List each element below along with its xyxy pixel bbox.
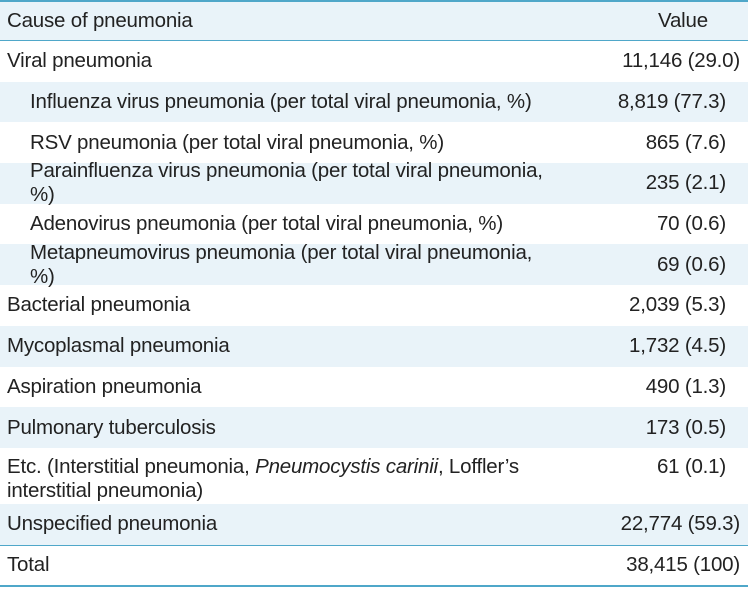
row-cause-line2: interstitial pneumonia)	[7, 478, 203, 502]
row-value: 11,146 (29.0)	[622, 49, 740, 73]
table-row: Influenza virus pneumonia (per total vir…	[0, 81, 748, 123]
table-row: Pulmonary tuberculosis 173 (0.5)	[0, 407, 748, 448]
table-row: Mycoplasmal pneumonia 1,732 (4.5)	[0, 325, 748, 367]
row-value: 865 (7.6)	[645, 130, 726, 154]
row-cause: Etc. (Interstitial pneumonia, Pneumocyst…	[0, 455, 536, 503]
row-cause: Influenza virus pneumonia (per total vir…	[30, 90, 532, 114]
header-value: Value	[658, 9, 708, 32]
table-row: Metapneumovirus pneumonia (per total vir…	[0, 241, 748, 288]
row-value: 69 (0.6)	[656, 252, 726, 276]
table-row: Parainfluenza virus pneumonia (per total…	[0, 159, 748, 206]
row-cause: RSV pneumonia (per total viral pneumonia…	[30, 130, 444, 154]
row-cause: Aspiration pneumonia	[7, 374, 202, 398]
row-value: 70 (0.6)	[656, 212, 726, 236]
row-value: 2,039 (5.3)	[629, 293, 726, 317]
row-value: 38,415 (100)	[626, 553, 740, 577]
row-cause-italic: Pneumocystis carinii	[255, 454, 438, 478]
table-row: Adenovirus pneumonia (per total viral pn…	[0, 204, 748, 245]
row-value: 173 (0.5)	[645, 415, 726, 439]
row-cause: Viral pneumonia	[7, 49, 152, 73]
table-row: Etc. (Interstitial pneumonia, Pneumocyst…	[0, 448, 748, 504]
table-row: Viral pneumonia 11,146 (29.0)	[0, 41, 748, 82]
row-cause-suffix: , Loffler’s	[437, 454, 519, 478]
row-cause: Parainfluenza virus pneumonia (per total…	[30, 159, 543, 207]
table-row: RSV pneumonia (per total viral pneumonia…	[0, 122, 748, 163]
row-cause: Pulmonary tuberculosis	[7, 415, 216, 439]
row-cause: Mycoplasmal pneumonia	[7, 334, 230, 358]
row-value: 22,774 (59.3)	[620, 512, 741, 536]
table-row: Aspiration pneumonia 490 (1.3)	[0, 367, 748, 408]
table-row: Unspecified pneumonia 22,774 (59.3)	[0, 503, 748, 545]
row-cause: Unspecified pneumonia	[7, 512, 218, 536]
row-value: 235 (2.1)	[645, 171, 726, 195]
row-value: 490 (1.3)	[645, 374, 726, 398]
table-header-row: Cause of pneumonia Value	[0, 2, 748, 41]
row-cause-prefix: Etc. (Interstitial pneumonia,	[7, 454, 256, 478]
row-value: 61 (0.1)	[656, 454, 726, 478]
row-cause: Adenovirus pneumonia (per total viral pn…	[30, 212, 503, 236]
row-cause: Total	[7, 553, 50, 577]
row-value: 8,819 (77.3)	[617, 90, 726, 114]
header-cause: Cause of pneumonia	[7, 9, 193, 32]
row-cause: Bacterial pneumonia	[7, 293, 191, 317]
table-row: Bacterial pneumonia 2,039 (5.3)	[0, 285, 748, 326]
row-cause: Metapneumovirus pneumonia (per total vir…	[30, 240, 533, 288]
table-total-row: Total 38,415 (100)	[0, 544, 748, 586]
row-value: 1,732 (4.5)	[629, 334, 726, 358]
